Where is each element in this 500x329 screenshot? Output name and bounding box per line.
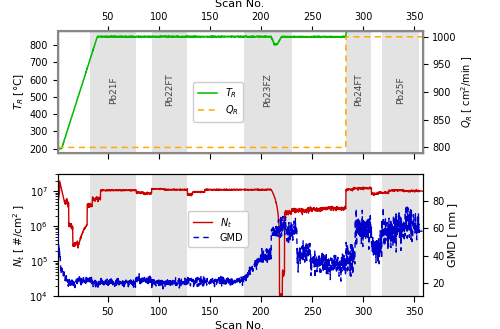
Bar	[244, 174, 292, 296]
Y-axis label: $N_t$ [ #/cm$^2$ ]: $N_t$ [ #/cm$^2$ ]	[11, 204, 26, 267]
Bar	[152, 31, 188, 153]
Bar	[382, 31, 420, 153]
Legend: $T_R$, $Q_R$: $T_R$, $Q_R$	[193, 82, 244, 122]
Y-axis label: $Q_R$ [ cm$^2$/min ]: $Q_R$ [ cm$^2$/min ]	[460, 56, 475, 128]
X-axis label: Scan No.: Scan No.	[216, 0, 264, 9]
Y-axis label: GMD [ nm ]: GMD [ nm ]	[448, 203, 458, 267]
Bar	[244, 31, 292, 153]
Bar	[346, 174, 372, 296]
Legend: $N_t$, GMD: $N_t$, GMD	[188, 211, 248, 247]
Text: Pb25F: Pb25F	[396, 76, 405, 104]
Bar	[90, 31, 136, 153]
X-axis label: Scan No.: Scan No.	[216, 321, 264, 329]
Text: Pb22FT: Pb22FT	[165, 74, 174, 106]
Text: Pb23FZ: Pb23FZ	[263, 73, 272, 107]
Text: Pb24FT: Pb24FT	[354, 74, 363, 106]
Bar	[346, 31, 372, 153]
Text: Pb21F: Pb21F	[108, 76, 118, 104]
Bar	[382, 174, 420, 296]
Bar	[152, 174, 188, 296]
Bar	[90, 174, 136, 296]
Y-axis label: $T_R$ [°C]: $T_R$ [°C]	[12, 74, 26, 111]
